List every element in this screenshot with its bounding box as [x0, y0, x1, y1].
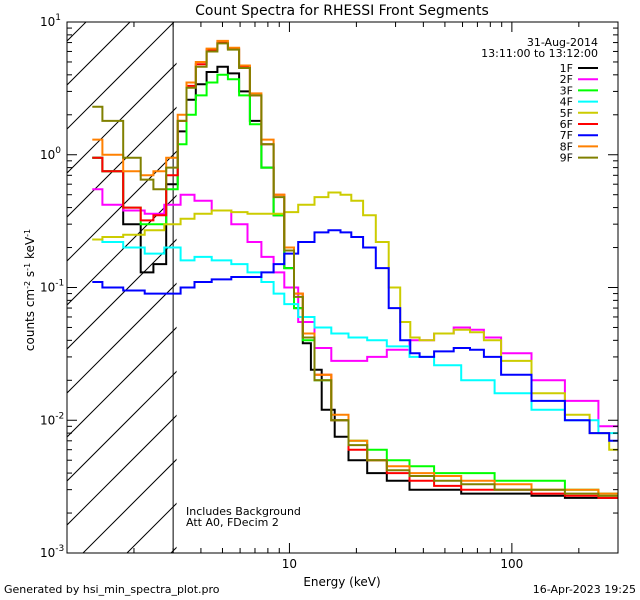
series-1F-line [92, 65, 618, 499]
series-3F-line [92, 73, 618, 495]
series-9F-line [92, 42, 618, 497]
chart-title: Count Spectra for RHESSI Front Segments [195, 3, 489, 19]
y-tick-label: 10-3 [40, 544, 64, 560]
series-4F-line [92, 238, 618, 435]
axis-ticks [66, 21, 619, 554]
y-tick-label: 100 [40, 146, 61, 162]
footer-generated-by: Generated by hsi_min_spectra_plot.pro [4, 583, 220, 596]
legend-label-8F: 8F [560, 140, 573, 153]
hatched-region [67, 22, 177, 553]
plot-frame [66, 21, 619, 554]
x-tick-label: 10 [282, 557, 297, 571]
series-6F-line [92, 41, 618, 499]
series-5F-line [92, 191, 618, 451]
series-7F-line [92, 229, 618, 442]
y-tick-label: 10-2 [40, 411, 64, 427]
legend-label-9F: 9F [560, 152, 573, 165]
annotation-background: Includes Background [186, 505, 301, 518]
footer-timestamp: 16-Apr-2023 19:25 [532, 583, 636, 596]
legend-label-4F: 4F [560, 96, 573, 109]
legend-label-5F: 5F [560, 107, 573, 120]
y-tick-label: 101 [40, 13, 61, 29]
series-8F-line [92, 39, 618, 495]
legend-label-2F: 2F [560, 73, 573, 86]
time-range-label: 13:11:00 to 13:12:00 [481, 47, 598, 60]
legend-label-1F: 1F [560, 62, 573, 75]
annotation-attenuator: Att A0, FDecim 2 [186, 516, 279, 529]
x-tick-label: 100 [500, 557, 523, 571]
y-tick-label: 10-1 [40, 279, 64, 295]
legend-label-6F: 6F [560, 118, 573, 131]
legend-label-3F: 3F [560, 84, 573, 97]
legend-label-7F: 7F [560, 129, 573, 142]
x-axis-label: Energy (keV) [303, 575, 380, 589]
y-axis-label: counts cm-2 s-1 keV-1 [23, 229, 38, 351]
date-label: 31-Aug-2014 [527, 36, 598, 49]
